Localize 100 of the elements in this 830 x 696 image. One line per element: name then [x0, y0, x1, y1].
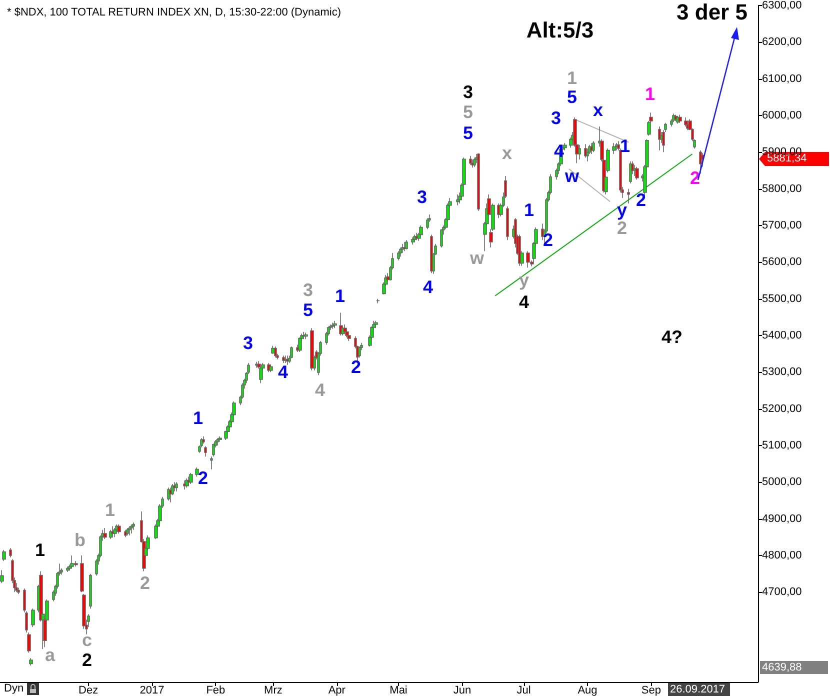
- y-tick-label: 6100,00: [762, 72, 802, 85]
- candlestick: [586, 148, 589, 162]
- candlestick: [401, 243, 404, 254]
- y-tick-label: 5500,00: [762, 292, 802, 305]
- candlestick: [426, 218, 429, 230]
- annotation: 3: [416, 187, 428, 207]
- annotation: 5: [462, 102, 474, 122]
- candlestick: [80, 555, 84, 593]
- candlestick: [419, 225, 423, 237]
- candlestick: [584, 144, 587, 158]
- annotation: w: [564, 166, 580, 186]
- annotation: 3: [462, 82, 474, 102]
- x-tick-label: Sep: [641, 684, 661, 696]
- y-tick-label: 4800,00: [762, 550, 802, 562]
- candlestick: [169, 487, 172, 503]
- candlestick: [0, 570, 4, 584]
- candlestick: [9, 548, 12, 558]
- annotation: Alt:5/3: [526, 18, 594, 42]
- annotation: b: [74, 530, 86, 550]
- annotation: 3: [302, 280, 314, 300]
- y-tick-label: 5700,00: [762, 220, 802, 232]
- candlestick: [274, 346, 277, 358]
- candlestick: [635, 166, 639, 180]
- candlestick: [633, 164, 636, 176]
- candlestick: [310, 328, 314, 371]
- text: 4639,88: [762, 662, 802, 674]
- candlestick: [29, 658, 33, 666]
- candlestick: [175, 482, 178, 492]
- candlestick: [518, 234, 521, 266]
- x-tick-label: Mai: [390, 684, 408, 696]
- candlestick: [284, 355, 287, 364]
- x-tick-label: Feb: [206, 684, 226, 696]
- annotation: c: [82, 630, 92, 650]
- candlestick: [399, 247, 402, 258]
- candlestick: [282, 355, 285, 364]
- x-tick-label: Aug: [578, 684, 598, 696]
- candlestick: [405, 240, 408, 250]
- y-tick-label: 5200,00: [762, 402, 802, 415]
- candlestick: [17, 587, 20, 594]
- candlestick: [60, 568, 63, 575]
- y-tick-label: 5300,00: [762, 366, 802, 378]
- candlestick: [212, 443, 215, 457]
- candlestick: [113, 528, 117, 538]
- annotation: y: [518, 270, 530, 290]
- candlestick: [615, 142, 618, 151]
- candlestick: [506, 206, 509, 241]
- y-tick-label: 4900,00: [762, 512, 802, 525]
- candlestick: [189, 472, 193, 484]
- y-tick-label: 5100,00: [762, 440, 802, 452]
- annotation: 5: [462, 123, 474, 143]
- candlestick: [70, 555, 74, 569]
- candlestick: [469, 155, 472, 166]
- x-tick-label: Mrz: [264, 684, 282, 696]
- annotation: 4: [518, 292, 530, 312]
- candlestick: [204, 446, 207, 457]
- candlestick: [298, 336, 302, 352]
- x-tick-label: Apr: [328, 684, 346, 696]
- candlestick: [117, 524, 121, 534]
- candlestick: [2, 550, 6, 562]
- annotation: y: [616, 200, 628, 220]
- y-tick-label: 6300,00: [762, 0, 802, 12]
- candlestick: [358, 346, 361, 358]
- annotation: 3 der 5: [676, 0, 748, 24]
- candlestick: [456, 194, 460, 206]
- candlestick: [304, 332, 308, 340]
- annotation: 1: [334, 286, 346, 306]
- y-tick-label: 6200,00: [762, 36, 802, 48]
- candlestick: [699, 150, 702, 174]
- annotation: 2: [140, 573, 150, 593]
- y-tick-label: 5800,00: [762, 182, 802, 195]
- candlestick: [578, 144, 581, 160]
- annotation: 1: [104, 500, 116, 520]
- candlestick: [202, 436, 205, 444]
- candlestick: [126, 528, 129, 536]
- annotation: 1: [620, 136, 630, 156]
- candlestick: [286, 355, 289, 366]
- annotation: 2: [82, 650, 92, 670]
- candlestick: [440, 228, 443, 248]
- candlestick: [592, 140, 595, 153]
- annotation: 2: [636, 190, 646, 210]
- annotation: w: [468, 248, 485, 268]
- annotation: 1: [34, 540, 46, 560]
- chart-title: * $NDX, 100 TOTAL RETURN INDEX XN, D, 15:30-22:00 (Dynamic): [7, 6, 341, 18]
- candlestick: [269, 364, 273, 373]
- x-tick-label: Jun: [453, 684, 472, 696]
- annotation: 4: [314, 380, 326, 400]
- x-tick-label: Jul: [516, 684, 531, 696]
- candlestick: [397, 250, 400, 261]
- annotation: 2: [542, 230, 554, 250]
- candlestick: [374, 320, 378, 329]
- candlestick: [526, 250, 530, 268]
- candlestick: [678, 114, 682, 124]
- annotation: 1: [566, 68, 578, 88]
- annotation: 4: [422, 277, 434, 297]
- candlestick: [430, 234, 433, 274]
- candlestick: [124, 529, 127, 538]
- x-tick-label: 2017: [140, 684, 164, 696]
- x-tick-label: Dez: [78, 684, 98, 696]
- candlestick: [590, 142, 593, 154]
- candlestick: [89, 573, 92, 610]
